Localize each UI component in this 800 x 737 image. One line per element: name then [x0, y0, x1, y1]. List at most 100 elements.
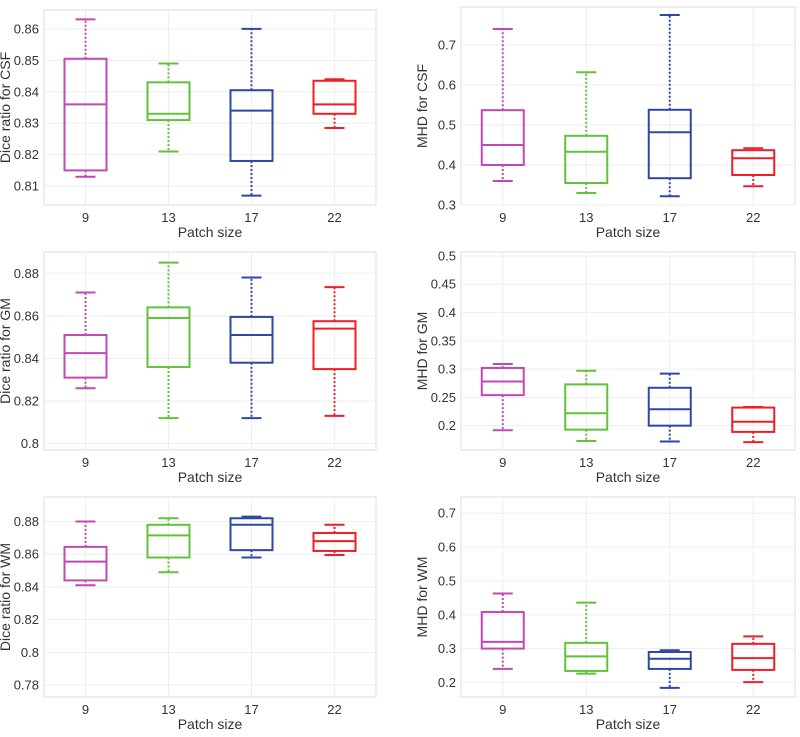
x-tick-label: 17: [663, 702, 677, 717]
iqr-box: [63, 57, 108, 172]
box-17: [647, 14, 692, 198]
y-axis-label: Dice ratio for GM: [0, 298, 13, 404]
x-tick-label: 17: [663, 455, 677, 470]
y-tick-label: 0.2: [438, 418, 456, 433]
y-tick-label: 0.82: [14, 147, 39, 162]
y-tick-label: 0.25: [431, 390, 456, 405]
box-9: [480, 592, 525, 670]
y-tick-label: 0.7: [438, 506, 456, 521]
box-13: [564, 71, 609, 194]
plot-area: [43, 9, 377, 206]
box-13: [146, 517, 191, 574]
box-9: [63, 291, 108, 390]
iqr-box: [229, 315, 274, 364]
plot-area: [43, 496, 377, 698]
iqr-box: [146, 81, 191, 122]
iqr-box: [731, 149, 776, 176]
y-tick-label: 0.6: [438, 78, 456, 93]
chart-panel-2: 0.3 0.4 0.5 0.6 0.7 9 13 17 22 Patch size MHD for …: [414, 6, 796, 240]
x-axis-label: Patch size: [596, 469, 661, 485]
y-tick-label: 0.81: [14, 179, 39, 194]
iqr-box: [731, 642, 776, 671]
plot-area: [460, 496, 796, 698]
iqr-box: [480, 611, 525, 650]
x-tick-label: 22: [746, 702, 760, 717]
x-tick-label: 13: [161, 702, 175, 717]
iqr-box: [647, 650, 692, 670]
y-tick-label: 0.85: [14, 53, 39, 68]
x-tick-label: 22: [327, 455, 341, 470]
box-17: [647, 372, 692, 443]
x-tick-label: 9: [82, 702, 89, 717]
y-axis-label: MHD for GM: [414, 312, 430, 391]
y-tick-label: 0.82: [14, 394, 39, 409]
box-17: [647, 649, 692, 689]
y-tick-label: 0.4: [438, 607, 456, 622]
chart-panel-5: 0.78 0.8 0.82 0.84 0.86 0.88 9 13 17 22 Patch size…: [0, 496, 377, 732]
iqr-box: [647, 108, 692, 180]
iqr-box: [480, 109, 525, 166]
iqr-box: [731, 406, 776, 433]
plot-area: [460, 6, 796, 206]
y-tick-label: 0.3: [438, 198, 456, 213]
x-tick-label: 9: [499, 455, 506, 470]
y-tick-label: 0.86: [14, 547, 39, 562]
y-axis-label: Dice ratio for CSF: [0, 52, 13, 163]
y-tick-label: 0.5: [438, 248, 456, 263]
box-9: [480, 363, 525, 432]
y-tick-label: 0.84: [14, 351, 39, 366]
plot-area: [460, 251, 796, 451]
y-tick-label: 0.3: [438, 641, 456, 656]
iqr-box: [229, 89, 274, 162]
y-tick-label: 0.88: [14, 514, 39, 529]
box-9: [63, 520, 108, 587]
box-9: [480, 28, 525, 182]
box-22: [312, 286, 357, 417]
iqr-box: [229, 517, 274, 552]
x-tick-label: 9: [82, 210, 89, 225]
iqr-box: [312, 320, 357, 371]
x-tick-label: 13: [161, 210, 175, 225]
plot-area: [43, 251, 377, 451]
box-22: [731, 406, 776, 444]
y-tick-label: 0.5: [438, 573, 456, 588]
y-tick-label: 0.84: [14, 579, 39, 594]
y-tick-label: 0.82: [14, 612, 39, 627]
y-tick-label: 0.83: [14, 116, 39, 131]
x-tick-label: 9: [82, 455, 89, 470]
iqr-box: [312, 79, 357, 115]
y-axis-label: MHD for WM: [414, 557, 430, 638]
y-tick-label: 0.45: [431, 277, 456, 292]
y-tick-label: 0.88: [14, 266, 39, 281]
chart-panel-1: 0.81 0.82 0.83 0.84 0.85 0.86 9 13 17 22 Patch siz…: [0, 9, 377, 240]
iqr-box: [146, 523, 191, 559]
y-tick-label: 0.84: [14, 84, 39, 99]
y-tick-label: 0.7: [438, 38, 456, 53]
box-9: [63, 18, 108, 178]
iqr-box: [63, 334, 108, 379]
x-tick-label: 22: [746, 455, 760, 470]
chart-panel-3: 0.8 0.82 0.84 0.86 0.88 9 13 17 22 Patch size Dice…: [0, 251, 377, 485]
x-tick-label: 22: [746, 210, 760, 225]
y-axis-label: Dice ratio for WM: [0, 543, 13, 651]
x-tick-label: 22: [327, 210, 341, 225]
x-tick-label: 22: [327, 702, 341, 717]
y-tick-label: 0.3: [438, 362, 456, 377]
x-axis-label: Patch size: [178, 469, 243, 485]
box-13: [146, 62, 191, 153]
box-22: [731, 147, 776, 188]
chart-panel-6: 0.2 0.3 0.4 0.5 0.6 0.7 9 13 17 22 Patch size MHD f…: [414, 496, 796, 732]
x-tick-label: 17: [663, 210, 677, 225]
box-13: [146, 261, 191, 420]
box-22: [731, 635, 776, 684]
x-tick-label: 13: [579, 210, 593, 225]
x-tick-label: 13: [579, 702, 593, 717]
y-tick-label: 0.78: [14, 678, 39, 693]
x-tick-label: 17: [244, 455, 258, 470]
x-tick-label: 9: [499, 210, 506, 225]
x-axis-label: Patch size: [178, 716, 243, 732]
box-22: [312, 78, 357, 129]
x-tick-label: 13: [161, 455, 175, 470]
y-tick-label: 0.8: [21, 436, 39, 451]
